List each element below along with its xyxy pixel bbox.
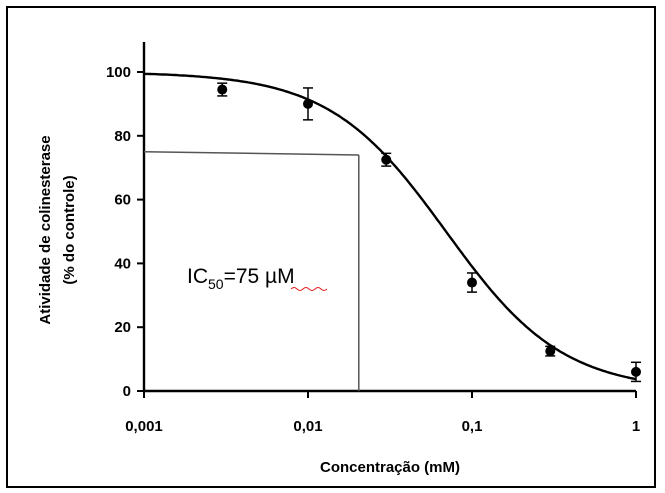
chart-frame	[6, 6, 656, 488]
x-tick-label: 0,1	[462, 418, 483, 435]
y-tick-label: 20	[114, 319, 131, 336]
ic50-value: =75 µM	[224, 265, 295, 288]
ic50-prefix: IC	[187, 265, 208, 288]
y-tick-label: 60	[114, 192, 131, 209]
y-axis-label-line1: Atividade de colinesterase	[37, 135, 54, 324]
spellcheck-underline	[290, 287, 328, 291]
axes: 0 20 40 60 80 100 0,001 0,01 0,1 1	[106, 42, 640, 435]
data-point	[303, 98, 313, 109]
data-point	[467, 277, 477, 288]
x-tick-label: 0,001	[125, 418, 163, 435]
y-tick-label: 0	[123, 383, 131, 400]
y-axis-label-line2: (% do controle)	[61, 175, 78, 284]
data-point	[217, 84, 228, 95]
y-tick-label: 40	[114, 255, 131, 272]
y-tick-label: 100	[106, 64, 131, 81]
ic50-annotation: IC50=75 µM	[187, 265, 295, 292]
ic50-subscript: 50	[208, 276, 224, 292]
data-point	[381, 154, 392, 165]
data-point	[631, 366, 641, 377]
ic50-guide-lines	[143, 151, 360, 391]
data-point	[545, 346, 556, 357]
y-tick-label: 80	[114, 128, 131, 145]
x-axis-label: Concentração (mM)	[320, 459, 460, 476]
x-tick-label: 1	[632, 418, 640, 435]
data-points	[217, 82, 641, 383]
x-tick-label: 0,01	[293, 418, 322, 435]
ic50-horizontal-line	[143, 151, 359, 156]
fit-curve	[143, 72, 637, 381]
